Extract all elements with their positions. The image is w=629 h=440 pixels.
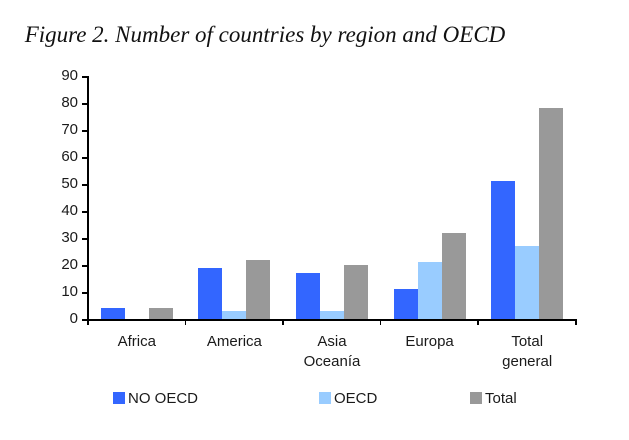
bar-oecd-asia [320, 310, 344, 319]
y-axis-tick [82, 238, 87, 240]
y-axis-tick-label: 60 [61, 148, 78, 165]
bar-total-asia [344, 265, 368, 319]
y-axis-tick-label: 80 [61, 94, 78, 111]
x-category-label: Europa [405, 333, 454, 350]
bar-no-oecd-total [491, 181, 516, 319]
legend-swatch-no-oecd [113, 392, 125, 404]
bar-total-europa [441, 232, 466, 319]
y-axis-tick [82, 265, 87, 267]
bar-no-oecd-africa [100, 308, 125, 319]
y-axis-tick [82, 292, 87, 294]
x-axis-tick [575, 319, 577, 325]
y-axis-tick-label: 10 [61, 283, 78, 300]
legend-swatch-oecd [319, 392, 331, 404]
bar-no-oecd-europa [393, 289, 418, 319]
bar-no-oecd-america [198, 267, 223, 319]
x-category-label: Total general [502, 333, 553, 370]
y-axis-tick-label: 70 [61, 121, 78, 138]
y-axis-tick-label: 90 [61, 67, 78, 84]
y-axis-tick-label: 40 [61, 202, 78, 219]
x-axis-tick [282, 319, 284, 325]
legend-swatch-total [470, 392, 482, 404]
y-axis-tick [82, 184, 87, 186]
x-axis-tick [87, 319, 89, 325]
legend-label: NO OECD [128, 389, 199, 407]
x-axis-line [87, 319, 577, 321]
chart-title: Figure 2. Number of countries by region … [24, 22, 506, 47]
bar-oecd-total [515, 246, 540, 319]
y-axis-tick [82, 157, 87, 159]
bar-total-total [539, 108, 564, 319]
x-category-label: Asia Oceanía [303, 333, 361, 370]
x-axis-tick [379, 319, 382, 325]
y-axis-tick [82, 130, 87, 132]
bar-oecd-america [222, 310, 247, 319]
x-axis-tick [477, 319, 479, 325]
y-axis-tick-label: 30 [61, 229, 78, 246]
y-axis-tick [82, 319, 87, 321]
legend-item-oecd: OECD [319, 389, 378, 407]
legend-label: OECD [334, 389, 378, 407]
legend-item-no-oecd: NO OECD [113, 389, 199, 407]
x-axis-tick [184, 319, 187, 325]
y-axis-tick [82, 76, 87, 78]
bar-total-america [246, 259, 271, 319]
y-axis-tick [82, 103, 87, 105]
y-axis-tick-label: 0 [69, 310, 78, 327]
y-axis-tick-label: 20 [61, 256, 78, 273]
bar-oecd-europa [417, 262, 442, 319]
x-category-label: Africa [117, 333, 156, 350]
legend-item-total: Total [470, 389, 517, 407]
bar-no-oecd-asia [296, 273, 320, 319]
y-axis-line [87, 76, 89, 320]
x-category-label: America [206, 333, 262, 350]
legend-label: Total [485, 389, 517, 407]
y-axis-tick [82, 211, 87, 213]
y-axis-tick-label: 50 [61, 175, 78, 192]
bar-total-africa [148, 308, 173, 319]
